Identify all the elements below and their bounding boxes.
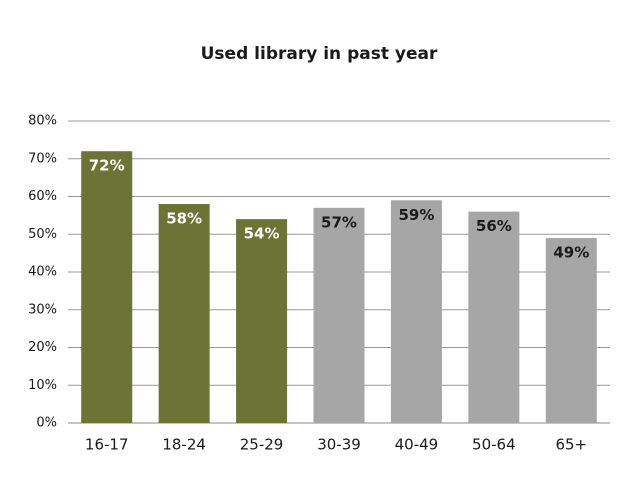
chart-title: Used library in past year (201, 44, 438, 64)
y-tick-label: 60% (28, 189, 57, 204)
bar (81, 151, 133, 423)
y-tick-label: 70% (28, 151, 57, 166)
data-label: 58% (166, 210, 202, 228)
bar (313, 207, 365, 423)
bar (545, 238, 597, 423)
data-label: 56% (476, 217, 512, 235)
x-tick-label: 18-24 (162, 436, 206, 454)
data-label: 57% (321, 213, 357, 231)
y-tick-label: 20% (28, 340, 57, 355)
y-tick-label: 80% (28, 114, 57, 129)
y-tick-label: 40% (28, 265, 57, 280)
data-label: 59% (398, 206, 434, 224)
bar (236, 219, 288, 423)
x-tick-label: 30-39 (317, 436, 361, 454)
data-label: 49% (553, 244, 589, 262)
x-tick-label: 65+ (555, 436, 587, 454)
bar (158, 204, 210, 423)
y-tick-label: 30% (28, 302, 57, 317)
bar (390, 200, 442, 423)
x-tick-label: 25-29 (240, 436, 284, 454)
data-label: 54% (244, 225, 280, 243)
x-tick-label: 16-17 (85, 436, 129, 454)
y-tick-label: 50% (28, 227, 57, 242)
x-tick-label: 50-64 (472, 436, 516, 454)
bar (468, 211, 520, 423)
x-tick-label: 40-49 (395, 436, 439, 454)
data-label: 72% (89, 157, 125, 175)
y-tick-label: 10% (28, 378, 57, 393)
y-tick-label: 0% (36, 416, 57, 431)
